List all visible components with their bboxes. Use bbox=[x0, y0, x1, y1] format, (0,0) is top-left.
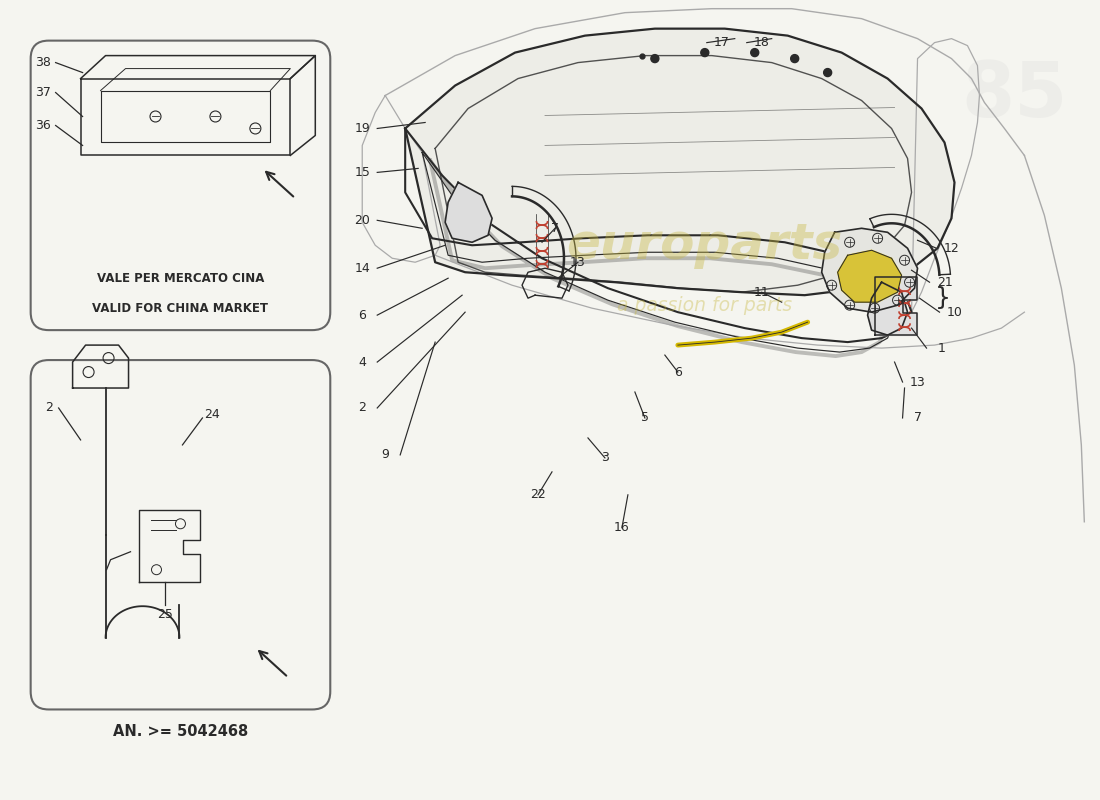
Text: 16: 16 bbox=[614, 522, 630, 534]
Text: 9: 9 bbox=[382, 449, 389, 462]
Text: 1: 1 bbox=[937, 342, 945, 354]
Text: 6: 6 bbox=[359, 309, 366, 322]
Text: }: } bbox=[935, 286, 950, 310]
Text: 22: 22 bbox=[530, 488, 546, 502]
Circle shape bbox=[701, 49, 708, 57]
Text: 25: 25 bbox=[157, 608, 174, 621]
Text: 7: 7 bbox=[551, 222, 559, 234]
Circle shape bbox=[791, 54, 799, 62]
Text: 24: 24 bbox=[205, 409, 220, 422]
Polygon shape bbox=[446, 182, 492, 242]
Circle shape bbox=[750, 49, 759, 57]
Text: 3: 3 bbox=[601, 451, 609, 464]
Text: AN. >= 5042468: AN. >= 5042468 bbox=[113, 724, 249, 739]
Text: 2: 2 bbox=[45, 402, 53, 414]
Polygon shape bbox=[405, 29, 955, 295]
Text: 20: 20 bbox=[354, 214, 371, 227]
Polygon shape bbox=[822, 228, 917, 312]
Text: 38: 38 bbox=[35, 56, 51, 69]
Text: 4: 4 bbox=[359, 355, 366, 369]
Polygon shape bbox=[837, 250, 902, 302]
Text: 19: 19 bbox=[354, 122, 370, 135]
Text: 36: 36 bbox=[35, 119, 51, 132]
Text: 7: 7 bbox=[913, 411, 922, 425]
Text: 85: 85 bbox=[961, 58, 1068, 133]
Text: 14: 14 bbox=[354, 262, 370, 274]
Text: 12: 12 bbox=[944, 242, 959, 254]
Polygon shape bbox=[874, 278, 916, 335]
Text: 2: 2 bbox=[359, 402, 366, 414]
Text: 13: 13 bbox=[910, 375, 925, 389]
Circle shape bbox=[651, 54, 659, 62]
Text: 37: 37 bbox=[35, 86, 51, 99]
Text: 15: 15 bbox=[354, 166, 371, 179]
Text: 17: 17 bbox=[714, 36, 729, 49]
Text: 18: 18 bbox=[754, 36, 770, 49]
Circle shape bbox=[824, 69, 832, 77]
Text: 6: 6 bbox=[674, 366, 682, 378]
Text: 21: 21 bbox=[936, 276, 953, 289]
Text: 10: 10 bbox=[947, 306, 962, 318]
Text: VALE PER MERCATO CINA: VALE PER MERCATO CINA bbox=[97, 272, 264, 285]
Text: 11: 11 bbox=[754, 286, 770, 298]
Polygon shape bbox=[868, 282, 908, 335]
Text: VALID FOR CHINA MARKET: VALID FOR CHINA MARKET bbox=[92, 302, 268, 314]
Text: 13: 13 bbox=[570, 256, 586, 269]
Text: 5: 5 bbox=[641, 411, 649, 425]
Text: europarts: europarts bbox=[566, 222, 843, 270]
Text: a passion for parts: a passion for parts bbox=[617, 296, 792, 314]
